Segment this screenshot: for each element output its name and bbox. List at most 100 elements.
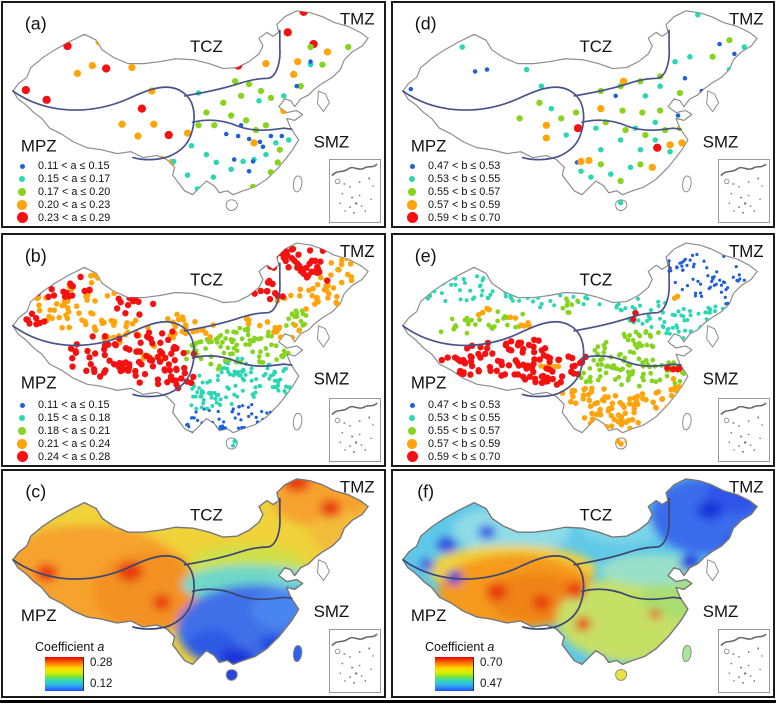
station-dot: [307, 43, 314, 51]
station-dot: [162, 354, 169, 362]
station-dot: [667, 148, 673, 155]
station-dot: [285, 137, 292, 143]
station-dot: [239, 418, 243, 422]
station-dot: [723, 324, 728, 329]
station-dot: [723, 309, 727, 313]
station-dot: [210, 174, 217, 180]
station-dot: [262, 122, 270, 129]
station-dot: [582, 385, 589, 392]
station-dot: [294, 314, 300, 320]
station-dot: [260, 144, 266, 150]
station-dot: [306, 287, 312, 294]
station-dot: [580, 396, 586, 402]
station-dot: [680, 287, 684, 292]
station-dot: [264, 279, 272, 286]
station-dot: [523, 288, 528, 293]
station-dot: [589, 385, 595, 392]
station-dot: [210, 403, 215, 408]
zone-label-tmz: TMZ: [340, 10, 375, 29]
station-dot: [601, 350, 607, 355]
station-dot: [691, 370, 697, 376]
station-dot: [222, 358, 228, 364]
station-dot: [451, 354, 459, 361]
station-dot: [484, 305, 490, 312]
station-dot: [694, 97, 701, 104]
station-dot: [246, 136, 252, 142]
station-dot: [684, 359, 689, 364]
station-dot: [328, 272, 334, 278]
station-dot: [719, 283, 724, 287]
station-dot: [136, 348, 144, 355]
legend-label: 0.53 < b ≤ 0.55: [428, 412, 501, 425]
legend-label: 0.57 < b ≤ 0.59: [428, 437, 501, 450]
station-dot: [608, 423, 615, 429]
station-dot: [694, 355, 699, 361]
station-dot: [619, 382, 624, 388]
station-dot: [77, 273, 84, 281]
station-dot: [199, 428, 204, 432]
station-dot: [721, 329, 726, 334]
surface-blob: [532, 594, 551, 611]
station-dot: [76, 310, 82, 317]
station-dot: [676, 309, 681, 314]
station-dot: [626, 291, 631, 296]
station-dot: [523, 66, 530, 73]
station-dot: [222, 420, 226, 424]
station-dot: [607, 364, 613, 370]
station-dot: [709, 53, 716, 60]
station-dot: [293, 308, 299, 314]
station-dot: [694, 332, 699, 337]
station-dot: [348, 274, 355, 280]
station-dot: [284, 252, 291, 259]
station-dot: [490, 289, 495, 294]
station-dot: [463, 345, 471, 352]
station-dot: [641, 426, 648, 432]
station-dot: [73, 341, 80, 348]
station-dot: [213, 336, 219, 342]
surface-blob: [176, 584, 336, 674]
station-dot: [678, 356, 684, 361]
station-dot: [136, 379, 143, 386]
station-dot: [195, 122, 202, 129]
station-dot: [558, 115, 565, 122]
station-dot: [622, 127, 629, 134]
station-dot: [126, 294, 133, 302]
station-dot: [194, 406, 199, 411]
colorbar-title: Coefficient a: [425, 640, 495, 654]
station-dot: [36, 285, 43, 292]
station-dot: [672, 58, 678, 65]
station-dot: [448, 269, 453, 274]
station-dot: [538, 363, 544, 369]
colorbar-min: 0.47: [480, 677, 503, 690]
station-dot: [132, 372, 139, 379]
legend-dot: [16, 451, 28, 463]
station-dot: [224, 329, 230, 334]
station-dot: [629, 371, 635, 377]
station-dot: [438, 329, 444, 335]
station-dot: [631, 350, 637, 356]
station-dot: [276, 146, 283, 153]
station-dot: [679, 313, 684, 318]
station-dot: [87, 360, 94, 368]
station-dot: [688, 258, 692, 262]
colorbar-gradient: [45, 657, 84, 691]
station-dot: [670, 376, 677, 382]
station-dot: [267, 376, 272, 381]
korea-outline: [706, 559, 720, 582]
station-dot: [688, 313, 693, 318]
station-dot: [197, 386, 202, 391]
station-dot: [276, 324, 283, 331]
station-dot: [199, 405, 204, 410]
korea-outline: [706, 325, 720, 348]
station-dot: [571, 294, 576, 299]
station-dot: [477, 284, 482, 289]
station-dot: [72, 349, 80, 356]
station-dot: [536, 99, 543, 106]
station-dot: [737, 302, 741, 306]
station-dot: [691, 277, 695, 281]
station-dot: [63, 289, 70, 297]
station-dot: [581, 302, 586, 307]
station-dot: [620, 418, 626, 425]
station-dot: [268, 373, 273, 378]
station-dot: [237, 405, 241, 409]
